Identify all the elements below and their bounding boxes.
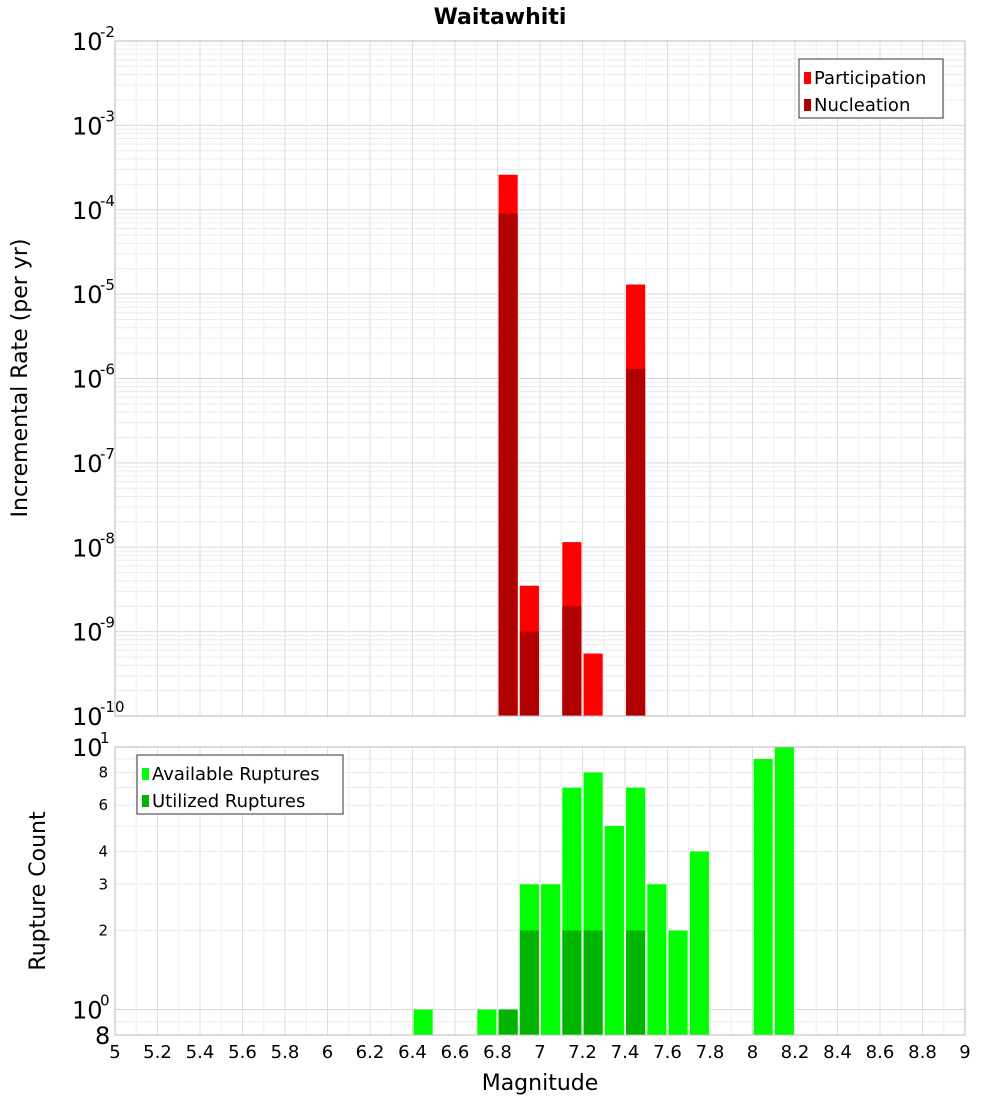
x-tick-label: 5.4	[186, 1042, 215, 1063]
bottom-available-bar	[689, 851, 709, 1035]
top-legend-label: Participation	[814, 68, 926, 89]
bottom-available-bar	[604, 826, 624, 1035]
bottom-utilized-bar	[519, 930, 539, 1035]
bottom-y-tick-label: 8	[98, 763, 108, 781]
top-y-tick-label: 10	[72, 281, 103, 309]
bottom-legend-box	[136, 754, 344, 815]
x-tick-label: 7	[534, 1042, 545, 1063]
top-y-tick-exponent: -6	[100, 361, 115, 379]
top-y-tick-label: 10	[72, 366, 103, 394]
bottom-utilized-bar	[626, 930, 646, 1035]
top-participation-bar	[583, 653, 603, 716]
top-y-tick-exponent: -2	[100, 23, 115, 41]
top-nucleation-bar	[562, 606, 582, 716]
x-axis-title: Magnitude	[482, 1071, 599, 1096]
top-legend-swatch	[804, 72, 811, 84]
bottom-utilized-bar	[498, 1009, 518, 1035]
chart-title: Waitawhiti	[434, 5, 567, 30]
top-y-tick-exponent: -9	[100, 614, 115, 632]
top-nucleation-bar	[626, 368, 646, 716]
top-y-tick-label: 10	[72, 112, 103, 140]
top-plot-border	[114, 40, 966, 717]
x-tick-label: 8	[747, 1042, 758, 1063]
x-tick-label: 8.4	[823, 1042, 852, 1063]
x-tick-label: 8.2	[781, 1042, 810, 1063]
x-tick-label: 7.6	[653, 1042, 682, 1063]
top-y-tick-exponent: -7	[100, 445, 115, 463]
top-y-tick-label: 10	[72, 703, 103, 731]
x-tick-label: 6.2	[356, 1042, 385, 1063]
x-tick-label: 5.6	[228, 1042, 257, 1063]
bottom-available-bar	[413, 1009, 433, 1035]
x-tick-label: 6.8	[483, 1042, 512, 1063]
top-y-tick-label: 10	[72, 28, 103, 56]
bottom-legend-swatch	[142, 768, 149, 780]
bottom-available-bar	[668, 930, 688, 1035]
x-tick-label: 8.8	[908, 1042, 937, 1063]
bottom-y-tick-label: 3	[98, 875, 108, 893]
x-tick-label: 5.8	[271, 1042, 300, 1063]
top-legend-label: Nucleation	[814, 95, 910, 116]
top-y-tick-exponent: -8	[100, 529, 115, 547]
bottom-y-tick-exponent: 0	[100, 992, 110, 1010]
top-y-tick-exponent: -3	[100, 107, 115, 125]
bottom-y-axis-title: Rupture Count	[26, 811, 51, 971]
x-tick-label: 7.2	[568, 1042, 597, 1063]
bottom-available-bar	[774, 747, 794, 1035]
top-legend-box	[798, 58, 944, 119]
top-nucleation-bar	[498, 213, 518, 717]
bottom-utilized-bar	[583, 930, 603, 1035]
bottom-available-bar	[647, 884, 667, 1035]
top-nucleation-bar	[519, 631, 539, 716]
top-y-tick-label: 10	[72, 619, 103, 647]
bottom-legend-label: Available Ruptures	[152, 764, 320, 785]
x-tick-label: 7.8	[696, 1042, 725, 1063]
bottom-legend-label: Utilized Ruptures	[152, 791, 305, 812]
x-tick-label: 5	[109, 1042, 120, 1063]
top-y-tick-exponent: -4	[100, 192, 115, 210]
top-y-tick-exponent: -5	[100, 276, 115, 294]
bottom-y-tick-exponent: 1	[100, 729, 110, 747]
bottom-available-bar	[541, 884, 561, 1035]
top-legend-swatch	[804, 99, 811, 111]
bottom-available-bar	[477, 1009, 497, 1035]
bottom-y-tick-label: 8	[95, 1022, 110, 1050]
x-tick-label: 8.6	[866, 1042, 895, 1063]
bottom-y-tick-label: 4	[98, 842, 108, 860]
x-tick-label: 7.4	[611, 1042, 640, 1063]
bottom-y-tick-label: 10	[72, 734, 103, 762]
top-y-tick-label: 10	[72, 197, 103, 225]
x-tick-label: 6	[322, 1042, 333, 1063]
top-y-tick-label: 10	[72, 534, 103, 562]
bottom-available-bar	[753, 759, 773, 1035]
bottom-y-tick-label: 2	[98, 922, 108, 940]
bottom-plot-border	[114, 746, 966, 1036]
x-tick-label: 6.6	[441, 1042, 470, 1063]
bottom-y-tick-label: 10	[72, 997, 103, 1025]
top-y-tick-exponent: -10	[100, 698, 125, 716]
top-y-axis-title: Incremental Rate (per yr)	[8, 239, 33, 518]
top-y-tick-label: 10	[72, 450, 103, 478]
x-tick-label: 6.4	[398, 1042, 427, 1063]
x-tick-label: 5.2	[143, 1042, 172, 1063]
x-tick-label: 9	[959, 1042, 970, 1063]
bottom-y-tick-label: 6	[98, 796, 108, 814]
bottom-legend-swatch	[142, 795, 149, 807]
bottom-utilized-bar	[562, 930, 582, 1035]
